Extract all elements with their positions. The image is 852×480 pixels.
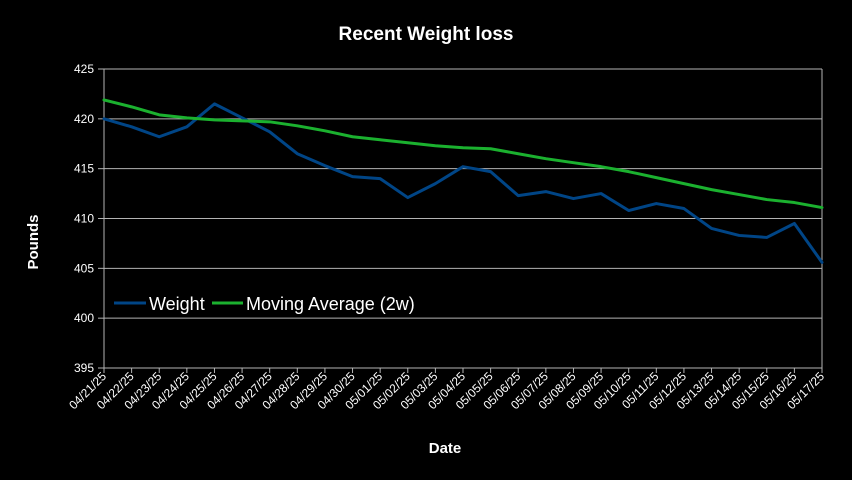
y-tick-label: 410 [74,212,94,226]
chart-title: Recent Weight loss [339,24,514,45]
y-tick-label: 405 [74,261,94,275]
series-line-weight [102,102,824,264]
y-axis-ticks: 395 400 405 410 415 420 425 [74,62,104,375]
y-tick-label: 425 [74,62,94,76]
legend-label-moving-average: Moving Average (2w) [246,294,415,314]
y-tick-label: 395 [74,361,94,375]
y-axis-label: Pounds [25,215,42,270]
x-axis-label: Date [429,440,462,457]
y-tick-label: 420 [74,112,94,126]
legend: Weight Moving Average (2w) [114,294,415,314]
legend-label-weight: Weight [149,294,205,314]
series-line-moving-average [102,98,824,210]
y-tick-label: 400 [74,311,94,325]
y-tick-label: 415 [74,162,94,176]
series-lines [102,98,824,264]
